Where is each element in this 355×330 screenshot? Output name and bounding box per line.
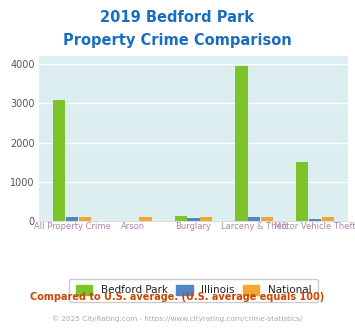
Bar: [200, 217, 212, 221]
Text: Property Crime Comparison: Property Crime Comparison: [63, 33, 292, 48]
Bar: [322, 217, 334, 221]
Text: 2019 Bedford Park: 2019 Bedford Park: [100, 10, 255, 25]
Bar: [66, 217, 78, 221]
Text: © 2025 CityRating.com - https://www.cityrating.com/crime-statistics/: © 2025 CityRating.com - https://www.city…: [53, 315, 302, 322]
Text: Compared to U.S. average. (U.S. average equals 100): Compared to U.S. average. (U.S. average …: [31, 292, 324, 302]
Bar: [53, 100, 65, 221]
Bar: [309, 218, 321, 221]
Bar: [140, 217, 152, 221]
Legend: Bedford Park, Illinois, National: Bedford Park, Illinois, National: [69, 279, 318, 302]
Bar: [78, 217, 91, 221]
Bar: [248, 217, 260, 221]
Bar: [296, 162, 308, 221]
Bar: [235, 66, 247, 221]
Bar: [175, 216, 187, 221]
Bar: [261, 217, 273, 221]
Bar: [187, 218, 200, 221]
